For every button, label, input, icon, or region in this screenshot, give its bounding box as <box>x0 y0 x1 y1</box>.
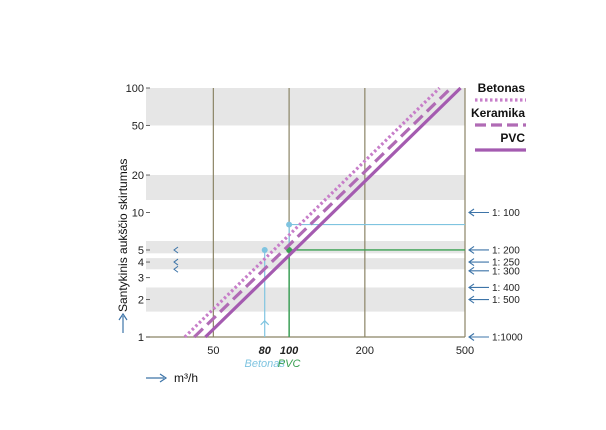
x-axis-label: m³/h <box>174 371 198 385</box>
highlight-label: Betonas <box>245 358 286 370</box>
x-tick-label: 500 <box>456 345 474 357</box>
y-tick-label: 2 <box>138 295 144 307</box>
y-tick-label: 1 <box>138 332 144 344</box>
slope-label: 1: 500 <box>492 295 520 306</box>
break-mark-icon <box>173 246 179 254</box>
slope-label: 1:1000 <box>492 333 523 344</box>
slope-arrowhead-icon <box>468 208 475 217</box>
slope-label: 1: 100 <box>492 208 520 219</box>
slope-arrowhead-icon <box>468 283 475 292</box>
series-line-betonas <box>183 86 441 339</box>
y-axis-title: Santykinis aukščio skirtumas <box>116 159 130 333</box>
background-bands <box>146 88 465 312</box>
break-marks <box>173 246 179 273</box>
y-axis-arrowhead-icon <box>118 312 128 321</box>
reading-guides <box>260 221 465 337</box>
y-tick-label: 20 <box>132 170 144 182</box>
series-lines <box>183 86 462 339</box>
slope-arrowhead-icon <box>468 295 475 304</box>
x-tick-label: 200 <box>356 345 374 357</box>
band <box>146 287 465 312</box>
y-tick-label: 10 <box>132 208 144 220</box>
x-axis-arrowhead-icon <box>159 373 168 383</box>
guide-80-arrow-icon <box>260 319 270 326</box>
x-axis-title: m³/h <box>146 371 198 385</box>
y-tick-label: 5 <box>138 245 144 257</box>
highlight-label: PVC <box>278 358 301 370</box>
x-tick-label: 80 <box>259 345 272 357</box>
guide-8-point <box>286 221 293 228</box>
y-tick-label: 3 <box>138 273 144 285</box>
slope-label: 1: 400 <box>492 283 520 294</box>
band <box>146 241 465 254</box>
slope-label: 1: 300 <box>492 266 520 277</box>
legend-label-betonas: Betonas <box>478 81 526 95</box>
x-tick-label: 100 <box>280 345 299 357</box>
slope-arrowhead-icon <box>468 266 475 275</box>
band <box>146 258 465 270</box>
y-tick-label: 100 <box>126 83 144 95</box>
y-tick-labels: 1 2 3 45 10 20 50 100 <box>126 83 150 344</box>
guide-80-point <box>261 246 268 253</box>
legend-label-keramika: Keramika <box>471 106 525 120</box>
slope-arrowhead-icon <box>468 246 475 254</box>
slope-label: 1: 250 <box>492 258 520 269</box>
band <box>146 88 465 126</box>
legend-label-pvc: PVC <box>500 131 525 145</box>
break-mark-icon <box>173 258 179 266</box>
series-line-keramika <box>193 86 453 339</box>
series-line-pvc <box>204 86 462 339</box>
y-axis-label: Santykinis aukščio skirtumas <box>116 159 130 312</box>
x-tick-label: 50 <box>207 345 219 357</box>
slope-arrowhead-icon <box>468 258 475 266</box>
legend: Betonas Keramika PVC <box>471 81 526 152</box>
y-tick-label: 50 <box>132 120 144 132</box>
slope-label: 1: 200 <box>492 245 520 256</box>
break-mark-icon <box>173 265 179 273</box>
slope-arrowhead-icon <box>468 333 475 341</box>
band <box>146 175 465 201</box>
y-tick-label: 4 <box>138 257 144 269</box>
